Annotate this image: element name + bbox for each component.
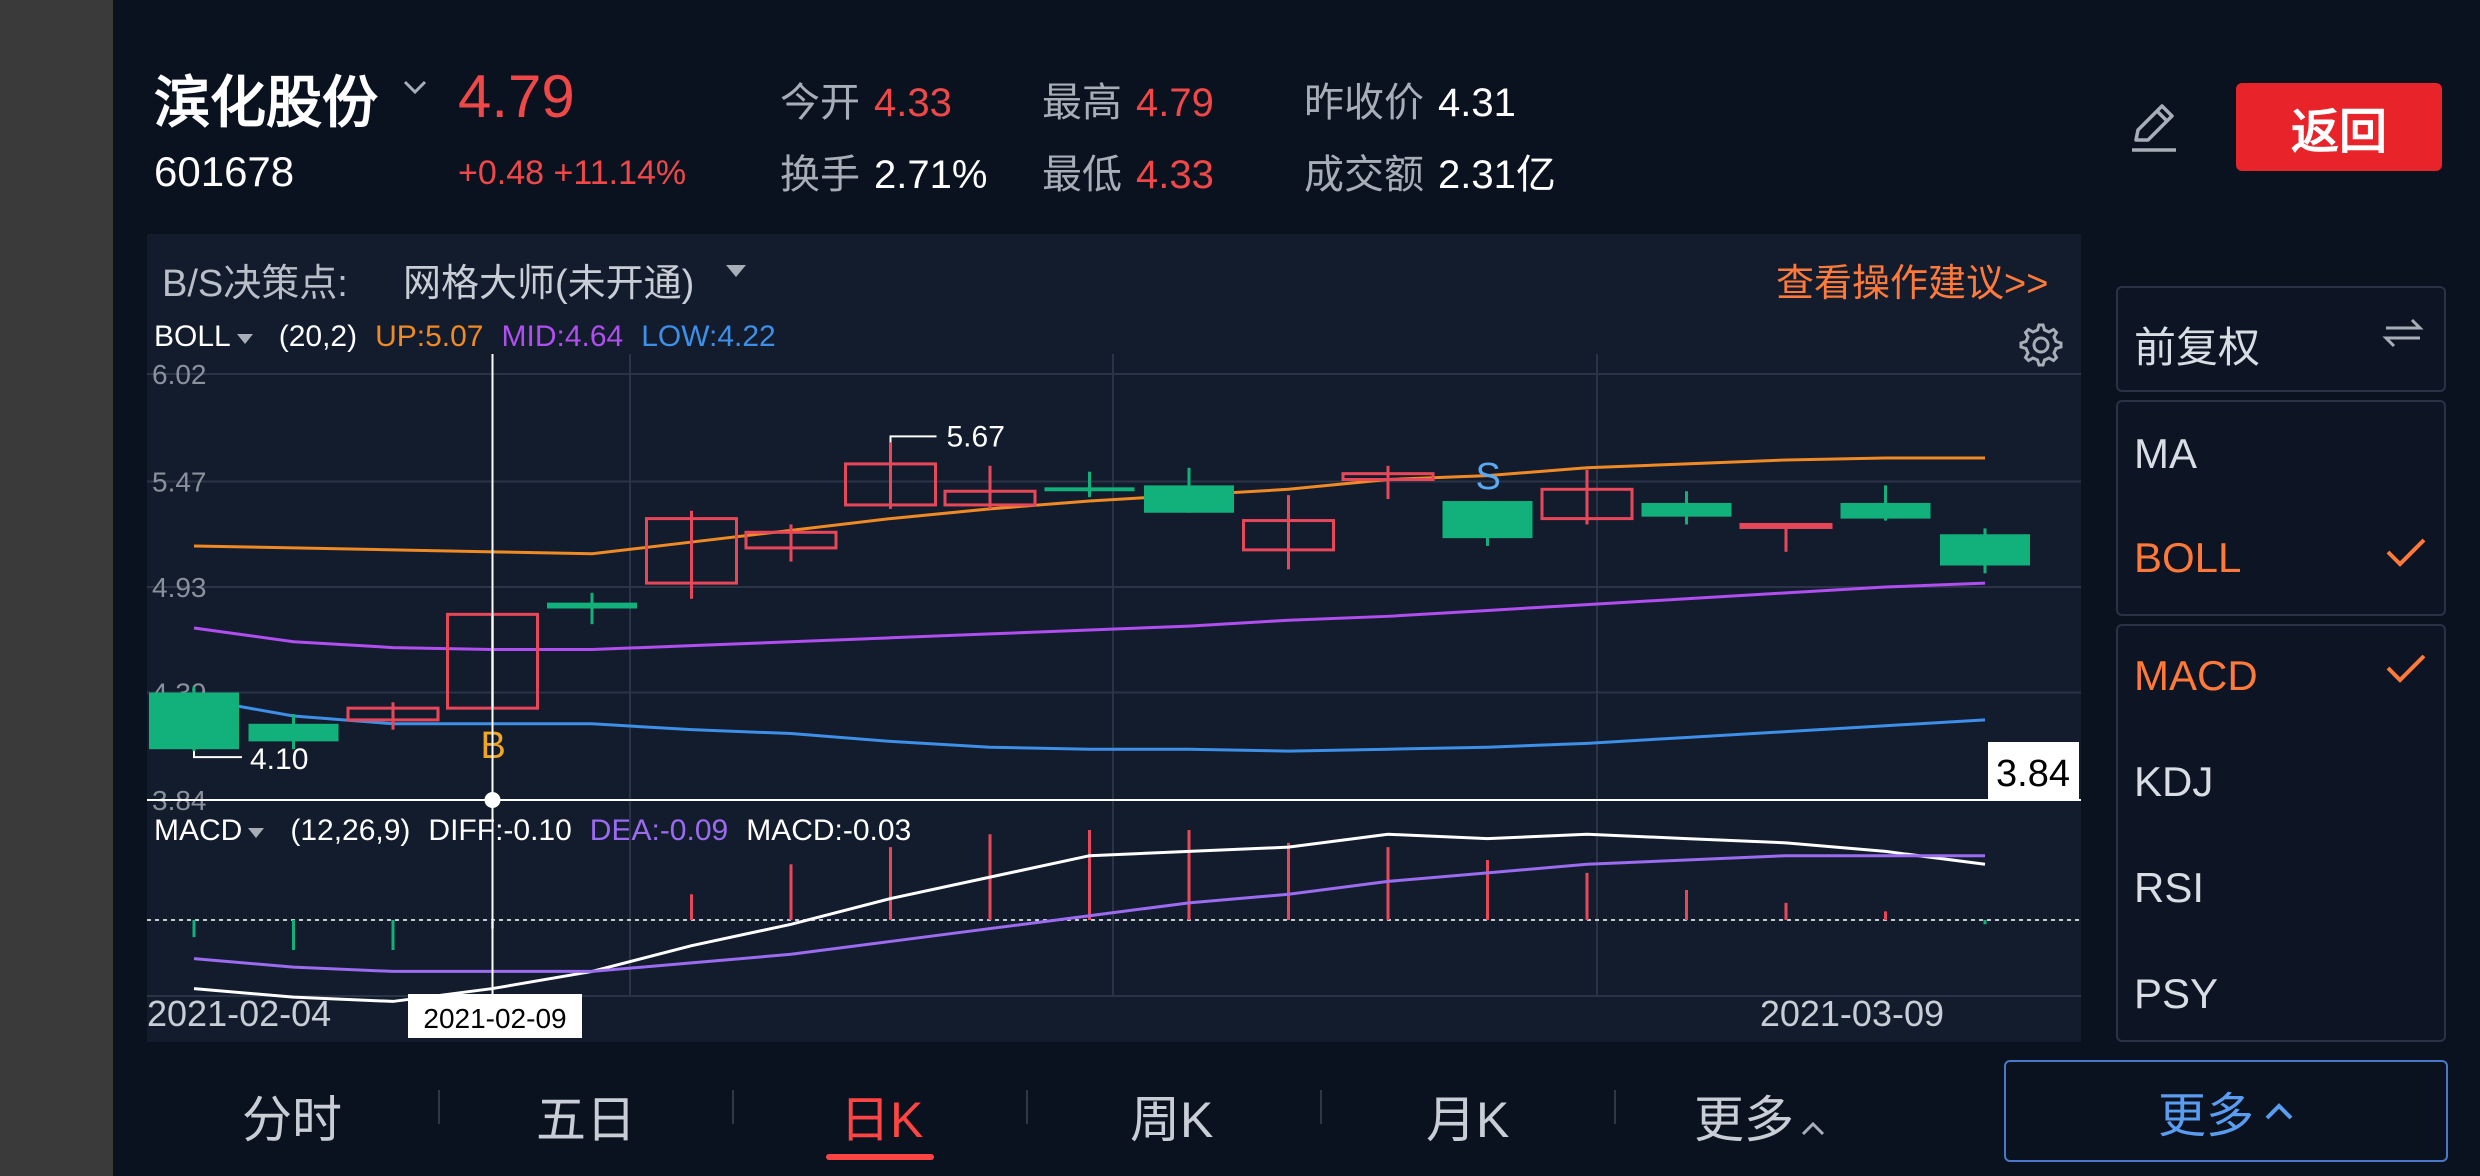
boll-legend: BOLL (20,2) UP:5.07 MID:4.64 LOW:4.22 xyxy=(154,320,794,354)
candle-body xyxy=(149,692,239,750)
check-icon xyxy=(2386,538,2426,567)
low-price-label: 4.10 xyxy=(250,743,308,776)
macd-name[interactable]: MACD xyxy=(154,814,243,847)
sub-indicator-box xyxy=(2116,624,2446,1042)
advice-link[interactable]: 查看操作建议>> xyxy=(1776,263,2049,305)
candle-body xyxy=(547,602,637,609)
stock-price: 4.79 xyxy=(458,63,575,130)
sell-mark: S xyxy=(1476,456,1501,498)
low-marker-line xyxy=(193,751,242,759)
crosshair-value-box xyxy=(1988,742,2079,800)
macd-value: MACD:-0.03 xyxy=(746,814,912,847)
boll-up-value: UP:5.07 xyxy=(375,320,484,353)
indicator-rsi[interactable]: RSI xyxy=(2134,864,2205,911)
device-bezel xyxy=(0,0,113,1176)
indicator-boll[interactable]: BOLL xyxy=(2134,534,2242,581)
x-axis-end-label: 2021-03-09 xyxy=(1760,993,1944,1034)
bs-strategy-select[interactable]: 网格大师(未开通) xyxy=(403,263,695,305)
bs-decision-label: B/S决策点: xyxy=(162,263,348,305)
candle-body xyxy=(1540,487,1634,521)
quote-turnover: 换手 2.71% xyxy=(780,153,988,197)
boll-low-value: LOW:4.22 xyxy=(641,320,776,353)
tab-divider xyxy=(438,1090,440,1124)
tab-weekly-k[interactable]: 周K xyxy=(1130,1092,1214,1148)
candle-body xyxy=(1442,501,1533,539)
crosshair-value-label: 3.84 xyxy=(1996,753,2070,795)
candle-body xyxy=(346,706,440,722)
caret-down-icon[interactable] xyxy=(246,826,266,840)
indicator-psy[interactable]: PSY xyxy=(2134,970,2219,1017)
candle-body xyxy=(1641,502,1732,517)
crosshair-date-label: 2021-02-09 xyxy=(423,1003,566,1034)
tab-divider xyxy=(1614,1090,1616,1124)
check-icon xyxy=(2386,654,2426,683)
high-marker-line xyxy=(889,435,937,443)
quote-amount: 成交额 2.31亿 xyxy=(1304,153,1556,197)
stock-change: +0.48 +11.14% xyxy=(458,154,687,192)
pencil-icon[interactable] xyxy=(2124,96,2184,156)
candle-body xyxy=(1940,534,2030,566)
candle-body xyxy=(943,489,1037,507)
candle-body xyxy=(1044,487,1135,492)
candle-body xyxy=(744,530,838,550)
more-button-label[interactable]: 更多 xyxy=(2157,1090,2254,1143)
candle-body xyxy=(1242,519,1335,552)
macd-params: (12,26,9) xyxy=(290,814,411,847)
macd-dea-value: DEA:-0.09 xyxy=(589,814,729,847)
candle-body xyxy=(1739,522,1833,529)
quote-high: 最高 4.79 xyxy=(1042,81,1214,125)
boll-low-line xyxy=(193,696,1986,753)
candle-body xyxy=(248,723,339,742)
chevron-down-icon[interactable] xyxy=(400,72,430,102)
candle-body xyxy=(844,462,937,507)
tab-more-label[interactable]: 更多 xyxy=(1694,1092,1794,1148)
tab-daily-k[interactable]: 日K xyxy=(840,1092,924,1148)
candle-body xyxy=(645,517,738,585)
candle-body xyxy=(1341,472,1435,482)
indicator-kdj[interactable]: KDJ xyxy=(2134,758,2214,805)
candle-body xyxy=(1144,485,1234,513)
boll-mid-line xyxy=(193,581,1986,652)
tab-divider xyxy=(1320,1090,1322,1124)
adjust-label[interactable]: 前复权 xyxy=(2134,324,2261,371)
caret-down-icon[interactable] xyxy=(724,263,748,279)
caret-down-icon[interactable] xyxy=(235,332,255,346)
chevron-up-icon[interactable] xyxy=(2264,1101,2294,1121)
tab-divider xyxy=(732,1090,734,1124)
quote-prev-close: 昨收价 4.31 xyxy=(1304,81,1516,125)
boll-mid-value: MID:4.64 xyxy=(501,320,624,353)
macd-diff-value: DIFF:-0.10 xyxy=(428,814,572,847)
macd-legend: MACD (12,26,9) DIFF:-0.10 DEA:-0.09 MACD:-0.… xyxy=(154,814,929,848)
tab-more[interactable]: 更多 xyxy=(1694,1080,1826,1152)
indicator-ma[interactable]: MA xyxy=(2134,430,2197,477)
gear-icon[interactable] xyxy=(2018,322,2064,368)
tab-monthly-k[interactable]: 月K xyxy=(1426,1092,1510,1148)
y-tick-label: 6.02 xyxy=(152,359,207,390)
y-tick-label: 4.93 xyxy=(152,572,207,603)
quote-low: 最低 4.33 xyxy=(1042,153,1214,197)
high-price-label: 5.67 xyxy=(947,420,1005,453)
stock-code: 601678 xyxy=(154,148,295,195)
boll-name[interactable]: BOLL xyxy=(154,320,231,353)
y-tick-label: 5.47 xyxy=(152,466,207,497)
boll-params: (20,2) xyxy=(278,320,358,353)
x-axis-start-label: 2021-02-04 xyxy=(147,993,331,1034)
stock-name[interactable]: 滨化股份 xyxy=(154,71,378,134)
swap-icon[interactable] xyxy=(2380,310,2426,356)
tab-intraday[interactable]: 分时 xyxy=(242,1092,342,1148)
more-button[interactable]: 更多 xyxy=(2004,1060,2448,1162)
chevron-up-icon[interactable] xyxy=(1800,1119,1826,1137)
crosshair-dot xyxy=(484,792,501,808)
indicator-macd[interactable]: MACD xyxy=(2134,652,2258,699)
quote-open: 今开 4.33 xyxy=(780,81,952,125)
crosshair-date-box xyxy=(408,994,582,1038)
candle-body xyxy=(1840,502,1931,519)
main-indicator-box xyxy=(2116,400,2446,616)
active-tab-indicator xyxy=(826,1154,934,1160)
back-button[interactable]: 返回 xyxy=(2236,83,2442,171)
tab-five-day[interactable]: 五日 xyxy=(536,1092,636,1148)
tab-divider xyxy=(1026,1090,1028,1124)
